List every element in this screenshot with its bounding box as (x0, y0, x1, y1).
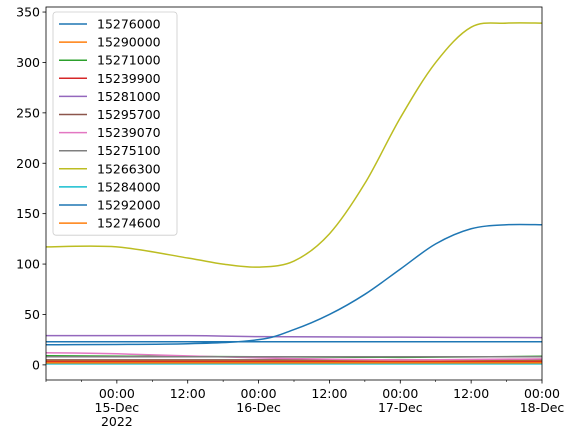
legend-label: 15275100 (97, 143, 161, 158)
plot-lines (46, 22, 542, 365)
y-tick-label: 300 (16, 55, 40, 70)
y-tick-label: 250 (16, 105, 40, 120)
legend-label: 15266300 (97, 161, 161, 176)
y-tick-label: 0 (32, 357, 40, 372)
legend-label: 15292000 (97, 198, 161, 213)
x-tick-label: 00:00 (524, 386, 560, 401)
legend: 15276000 15290000 15271000 15239900 15281000… (52, 11, 178, 236)
legend-label: 15274600 (97, 216, 161, 231)
series-line-15281000 (46, 334, 542, 339)
series-line-15266300 (46, 22, 542, 268)
legend-label: 15239900 (97, 71, 161, 86)
series-line-15292000 (46, 223, 542, 346)
x-tick-label: 00:00 (382, 386, 418, 401)
legend-label: 15290000 (97, 35, 161, 50)
x-tick-label: 18-Dec (520, 400, 565, 415)
x-tick-label: 2022 (101, 414, 133, 429)
y-tick-label: 100 (16, 257, 40, 272)
legend-label: 15239070 (97, 125, 161, 140)
y-tick-label: 150 (16, 206, 40, 221)
x-tick-label: 16-Dec (236, 400, 281, 415)
x-tick-label: 12:00 (453, 386, 489, 401)
x-tick-label: 12:00 (311, 386, 347, 401)
legend-label: 15295700 (97, 107, 161, 122)
legend-box (52, 11, 178, 236)
y-tick-label: 350 (16, 5, 40, 20)
x-tick-label: 15-Dec (95, 400, 140, 415)
legend-label: 15284000 (97, 179, 161, 194)
legend-label: 15281000 (97, 89, 161, 104)
y-tick-label: 200 (16, 156, 40, 171)
y-axis: 0 50 100 150 200 250 300 350 (16, 5, 46, 372)
x-tick-label: 00:00 (99, 386, 135, 401)
x-tick-label: 17-Dec (378, 400, 423, 415)
y-tick-label: 50 (24, 307, 40, 322)
x-tick-label: 00:00 (241, 386, 277, 401)
legend-label: 15276000 (97, 17, 161, 32)
legend-label: 15271000 (97, 53, 161, 68)
x-tick-label: 12:00 (170, 386, 206, 401)
series-line-15239070 (46, 352, 542, 361)
